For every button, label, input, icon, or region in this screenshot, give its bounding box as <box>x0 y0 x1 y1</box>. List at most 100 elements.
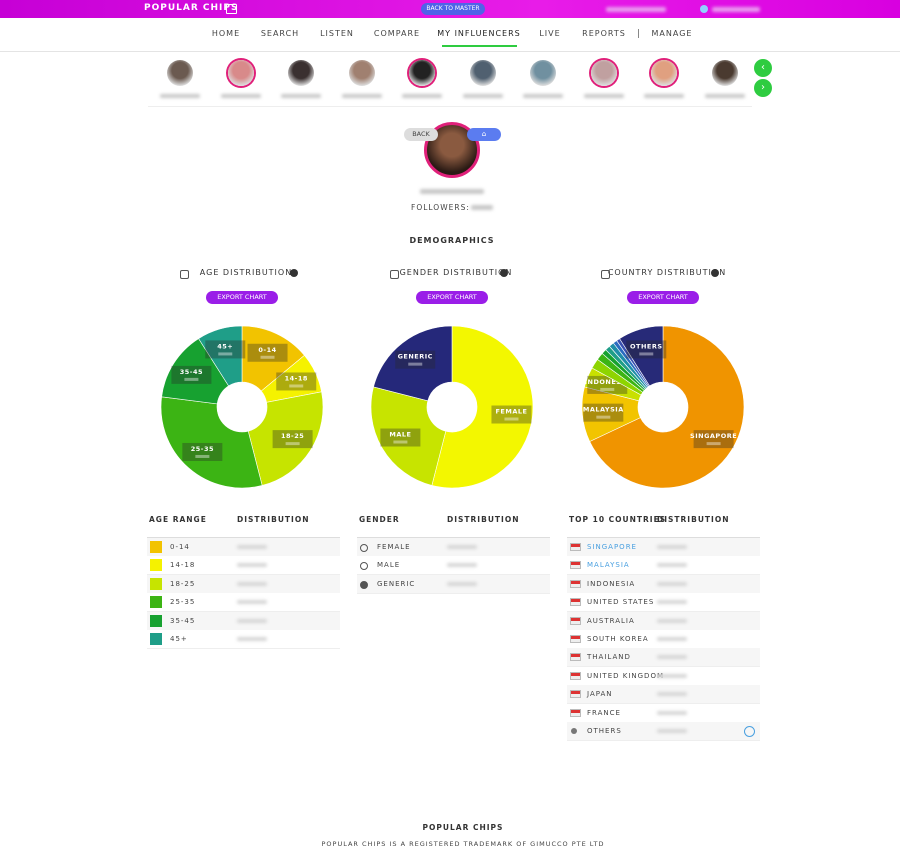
next-button[interactable]: › <box>754 79 772 97</box>
slice-label: MALAYSIA <box>583 406 624 414</box>
slice-value-blur <box>639 352 654 356</box>
flag-icon <box>570 635 581 643</box>
table-cell-name: 35-45 <box>170 616 196 625</box>
nav-item[interactable]: REPORTS <box>582 29 626 38</box>
help-icon[interactable] <box>711 269 719 277</box>
influencer-name <box>341 94 382 98</box>
pie-slice <box>589 325 745 489</box>
color-swatch <box>150 577 162 590</box>
table-cell-value <box>237 563 267 568</box>
slice-label-bg <box>380 428 421 447</box>
table-cell-name: SOUTH KOREA <box>587 635 649 643</box>
more-button[interactable] <box>744 726 755 737</box>
table-cell-value <box>657 581 687 586</box>
followers-label: FOLLOWERS: <box>411 203 470 212</box>
nav-item[interactable]: LIVE <box>539 29 561 38</box>
gender-icon <box>360 544 368 552</box>
pie-slice <box>619 325 664 387</box>
influencer-avatar[interactable] <box>469 60 496 86</box>
followers-count <box>471 205 493 210</box>
pie-slice <box>198 325 243 387</box>
table-cell-name[interactable]: MALAYSIA <box>587 561 630 570</box>
influencer-avatar[interactable] <box>409 60 435 86</box>
footer-notice: POPULAR CHIPS IS A REGISTERED TRADEMARK … <box>321 840 605 848</box>
back-to-master[interactable]: BACK TO MASTER <box>421 3 485 15</box>
table-cell-name: FEMALE <box>377 543 411 551</box>
flag-icon <box>570 653 581 662</box>
slice-label: SINGAPORE <box>690 432 737 440</box>
influencer-avatar[interactable] <box>348 60 375 86</box>
nav-active-underline <box>442 45 517 47</box>
flag-icon <box>570 561 581 570</box>
influencer-avatar[interactable] <box>711 60 738 86</box>
chart-title-icon <box>601 270 610 279</box>
table-cell-name: 45+ <box>170 635 188 643</box>
slice-label-bg <box>247 343 288 362</box>
influencer-name <box>644 94 684 98</box>
chart-title-icon <box>180 270 189 279</box>
slice-value-blur <box>596 415 611 419</box>
slice-label: 45+ <box>217 342 233 350</box>
slice-value-blur <box>706 442 721 446</box>
influencer-avatar[interactable] <box>590 60 617 86</box>
export-button[interactable]: EXPORT CHART <box>416 291 488 304</box>
influencer-name <box>704 94 745 98</box>
table-header-border <box>567 537 760 538</box>
profile-name <box>420 189 484 194</box>
chart-title-icon <box>390 270 399 279</box>
gender-icon <box>360 562 368 571</box>
influencer-name <box>160 94 200 98</box>
nav-item[interactable]: COMPARE <box>373 29 421 38</box>
table-cell-value <box>447 563 477 568</box>
table-cell-name: OTHERS <box>587 727 622 735</box>
logo[interactable]: POPULAR CHIPS <box>144 3 239 13</box>
back-button[interactable]: BACK <box>404 128 438 141</box>
color-swatch <box>150 559 162 572</box>
help-icon[interactable] <box>500 269 508 277</box>
chart-title: AGE DISTRIBUTION <box>199 268 293 277</box>
slice-value-blur <box>195 454 210 458</box>
nav-item[interactable]: LISTEN <box>320 29 354 38</box>
pie-slice <box>431 325 534 489</box>
table-cell-name[interactable]: SINGAPORE <box>587 543 637 551</box>
slice-value-blur <box>260 355 275 359</box>
influencer-avatar[interactable] <box>167 60 193 86</box>
nav-item[interactable]: SEARCH <box>260 29 300 38</box>
table-cell-value <box>657 729 687 733</box>
pie-slice <box>247 391 324 486</box>
nav-item[interactable]: MANAGE <box>651 29 693 38</box>
table-cell-name: UNITED KINGDOM <box>587 671 664 680</box>
table-header: DISTRIBUTION <box>447 515 520 524</box>
table-header: DISTRIBUTION <box>657 515 730 524</box>
table-cell-value <box>237 637 267 641</box>
influencer-name <box>281 94 321 98</box>
prev-button[interactable]: ‹ <box>754 59 772 77</box>
chart-title: COUNTRY DISTRIBUTION <box>607 268 727 277</box>
influencer-avatar[interactable] <box>227 60 254 86</box>
nav-item[interactable]: HOME <box>211 29 241 38</box>
slice-label-bg <box>583 403 624 422</box>
slice-label: 25-35 <box>191 445 214 453</box>
influencer-avatar[interactable] <box>530 60 556 86</box>
table-header: DISTRIBUTION <box>237 515 310 524</box>
flag-icon <box>570 579 581 588</box>
pie-slice <box>373 325 453 402</box>
home-button[interactable]: ⌂ <box>467 128 501 141</box>
influencer-avatar[interactable] <box>288 60 314 86</box>
table-cell-value <box>657 618 687 623</box>
table-cell-name: 0-14 <box>170 543 190 551</box>
help-icon[interactable] <box>290 269 298 277</box>
export-button[interactable]: EXPORT CHART <box>627 291 699 304</box>
user-icon <box>700 5 708 13</box>
export-button[interactable]: EXPORT CHART <box>206 291 278 304</box>
table-cell-name: AUSTRALIA <box>587 616 635 625</box>
strip-border <box>148 106 752 107</box>
flag-icon <box>570 616 581 625</box>
flag-icon <box>570 708 581 717</box>
table-cell-name: THAILAND <box>587 653 631 662</box>
nav-item[interactable]: MY INFLUENCERS <box>437 29 521 38</box>
flag-icon <box>570 690 581 699</box>
slice-label-bg <box>171 365 212 384</box>
influencer-avatar[interactable] <box>651 60 677 86</box>
table-cell-name: GENERIC <box>377 579 416 588</box>
